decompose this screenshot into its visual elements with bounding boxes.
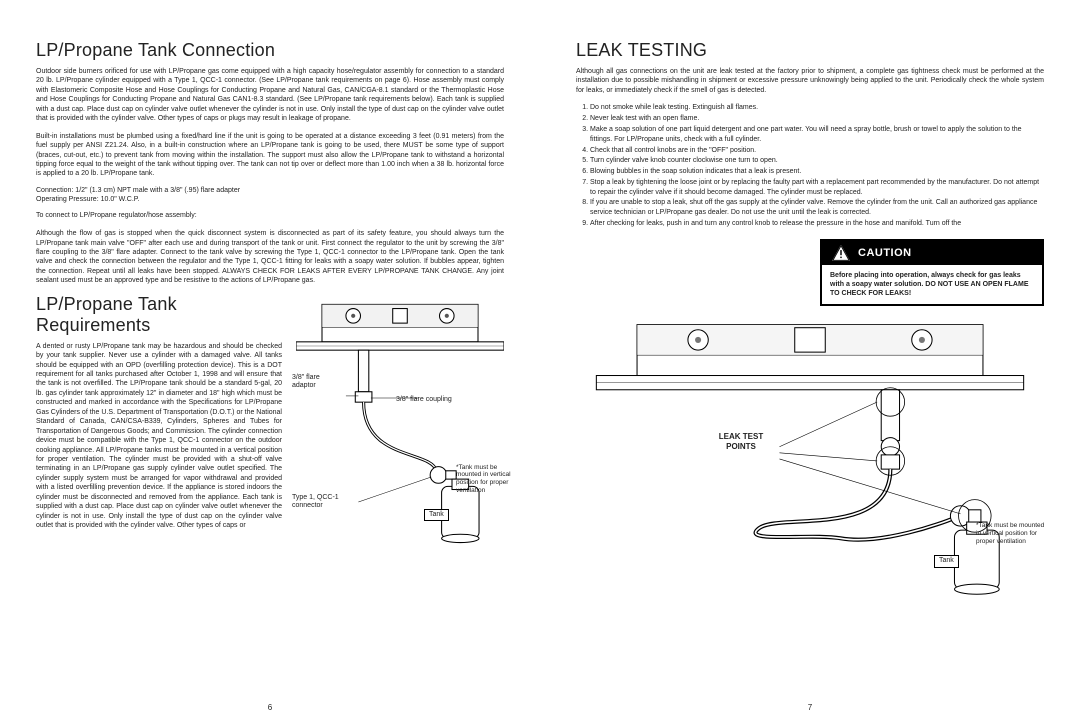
section-title: LP/Propane Tank Requirements [36,294,282,336]
diagram-label: *Tank must be mounted in vertical positi… [456,464,516,495]
left-page: LP/Propane Tank Connection Outdoor side … [0,0,540,720]
body-text: Outdoor side burners orificed for use wi… [36,67,504,124]
caution-title: CAUTION [858,247,912,259]
diagram-label: 3/8" flare coupling [396,396,452,404]
body-text: Connection: 1/2" (1.3 cm) NPT male with … [36,187,504,205]
warning-icon [832,245,850,261]
list-item: Make a soap solution of one part liquid … [590,125,1044,145]
section-title: LP/Propane Tank Connection [36,40,504,61]
page-number: 6 [268,703,272,712]
list-item: Never leak test with an open flame. [590,114,1044,124]
list-item: Do not smoke while leak testing. Extingu… [590,103,1044,113]
diagram-label: Tank [934,555,959,567]
body-text: Although the flow of gas is stopped when… [36,229,504,286]
leak-test-diagram [576,312,1044,612]
list-item: After checking for leaks, push in and tu… [590,219,1044,229]
caution-box: CAUTION Before placing into operation, a… [820,239,1044,306]
numbered-list: Do not smoke while leak testing. Extingu… [576,103,1044,229]
right-page: LEAK TESTING Although all gas connection… [540,0,1080,720]
caution-body: Before placing into operation, always ch… [822,265,1042,304]
diagram-label: Tank [424,509,449,521]
page-number: 7 [808,703,812,712]
list-item: If you are unable to stop a leak, shut o… [590,198,1044,218]
list-item: Blowing bubbles in the soap solution ind… [590,167,1044,177]
body-text: Although all gas connections on the unit… [576,67,1044,95]
diagram-label: Type 1, QCC-1 connector [292,494,362,511]
body-text: To connect to LP/Propane regulator/hose … [36,212,504,221]
list-item: Check that all control knobs are in the … [590,146,1044,156]
section-title: LEAK TESTING [576,40,1044,61]
list-item: Stop a leak by tightening the loose join… [590,178,1044,198]
tank-connection-diagram [296,294,504,575]
diagram-label: LEAK TEST POINTS [706,432,776,451]
diagram-label: *Tank must be mounted in vertical positi… [976,522,1046,545]
body-text: A dented or rusty LP/Propane tank may be… [36,342,282,531]
body-text: Built-in installations must be plumbed u… [36,132,504,179]
diagram-label: 3/8" flare adaptor [292,374,338,391]
list-item: Turn cylinder valve knob counter clockwi… [590,156,1044,166]
